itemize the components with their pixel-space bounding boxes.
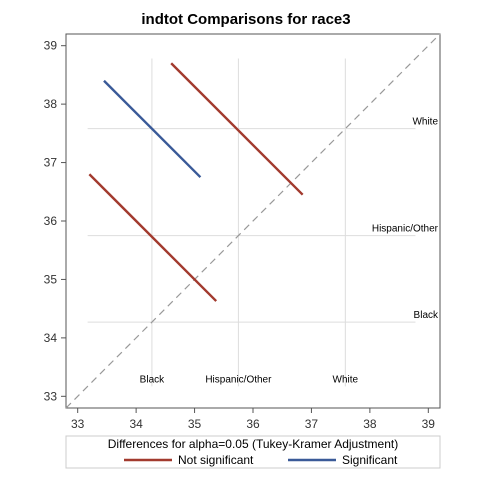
level-label-y-2: White <box>412 117 438 128</box>
y-tick-label-5: 38 <box>44 97 58 111</box>
level-label-y-0: Black <box>414 310 439 321</box>
y-tick-label-1: 34 <box>44 331 58 345</box>
y-tick-label-4: 37 <box>44 156 58 170</box>
legend-title: Differences for alpha=0.05 (Tukey-Kramer… <box>108 437 398 451</box>
x-tick-label-0: 33 <box>71 417 85 431</box>
segment-2 <box>88 173 218 302</box>
y-tick-label-2: 35 <box>44 272 58 286</box>
level-label-y-1: Hispanic/Other <box>372 224 439 235</box>
plot-area: Black Black Hispanic/Other Hispanic/Other Wh… <box>44 33 441 431</box>
x-tick-label-2: 35 <box>188 417 202 431</box>
segment-1 <box>103 79 202 179</box>
diagonal-line <box>65 33 441 409</box>
chart-title: indtot Comparisons for race3 <box>141 11 350 28</box>
segment-0 <box>170 62 304 196</box>
y-tick-label-3: 36 <box>44 214 58 228</box>
x-tick-label-6: 39 <box>422 417 436 431</box>
legend-label-not_significant: Not significant <box>178 453 254 467</box>
level-label-x-0: Black <box>140 374 165 385</box>
y-tick-label-0: 33 <box>44 389 58 403</box>
legend: Differences for alpha=0.05 (Tukey-Kramer… <box>65 435 441 469</box>
legend-label-significant: Significant <box>342 453 398 467</box>
level-label-x-2: White <box>333 374 359 385</box>
x-tick-label-3: 36 <box>246 417 260 431</box>
y-tick-label-6: 39 <box>44 39 58 53</box>
x-tick-label-1: 34 <box>129 417 143 431</box>
legend-box <box>65 435 441 469</box>
level-label-x-1: Hispanic/Other <box>205 374 272 385</box>
x-tick-label-4: 37 <box>305 417 319 431</box>
x-tick-label-5: 38 <box>363 417 377 431</box>
